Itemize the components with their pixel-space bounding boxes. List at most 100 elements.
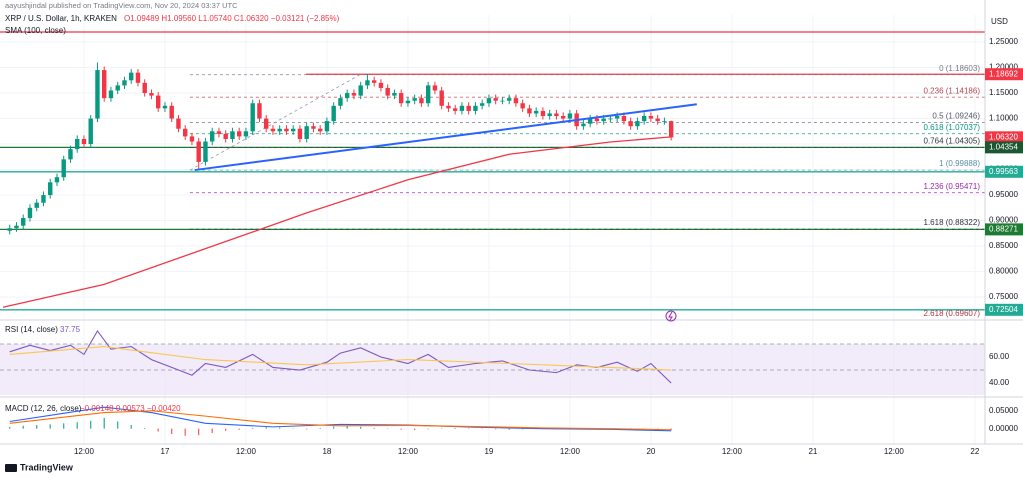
currency: USD	[991, 17, 1008, 26]
histogram-bar	[63, 423, 65, 429]
candle-body	[48, 182, 53, 196]
symbol: XRP / U.S. Dollar, 1h, KRAKEN	[5, 14, 117, 23]
histogram-bar	[508, 428, 510, 430]
fib-label: 0.764 (1.04305)	[924, 137, 981, 146]
x-tick-label: 21	[808, 447, 817, 456]
fib-label: 1.236 (0.95471)	[924, 182, 981, 191]
y-tick-label: 0.95000	[989, 190, 1018, 199]
y-tick-label: 1.15000	[989, 88, 1018, 97]
histogram-bar	[373, 427, 375, 429]
y-tick-label: 40.00	[989, 378, 1010, 387]
macd-pane	[9, 406, 672, 436]
candle-body	[398, 93, 404, 104]
indicator-line	[9, 406, 672, 432]
histogram-bar	[76, 422, 78, 429]
candle-body	[257, 103, 262, 119]
histogram-bar	[9, 426, 11, 429]
candle-body	[176, 118, 181, 129]
candle-body	[648, 116, 654, 119]
candle-body	[162, 105, 168, 109]
candle-body	[500, 100, 505, 102]
candle-body	[527, 108, 532, 114]
candle-body	[169, 105, 174, 119]
candle-body	[216, 131, 222, 134]
candle-body	[324, 121, 330, 132]
candle-body	[250, 103, 255, 132]
price-pane	[0, 31, 985, 311]
candle-body	[608, 118, 613, 120]
x-tick-label: 22	[970, 447, 979, 456]
fib-label: 1 (0.99888)	[939, 159, 980, 168]
price-label: 1.04354	[989, 142, 1018, 151]
histogram-bar	[90, 420, 92, 429]
candle-body	[331, 105, 336, 122]
y-tick-label: 0.85000	[989, 241, 1018, 250]
candle-body	[641, 116, 647, 122]
candle-body	[338, 98, 343, 106]
x-tick-label: 12:00	[560, 447, 581, 456]
candle-body	[122, 80, 127, 86]
fib-label: 0 (1.18603)	[939, 64, 980, 73]
event-icon[interactable]	[665, 310, 677, 322]
candle-body	[601, 118, 606, 122]
candle-body	[156, 95, 161, 109]
candle-body	[547, 113, 552, 116]
candle-body	[567, 113, 573, 119]
candle-body	[594, 118, 600, 122]
histogram-bar	[157, 428, 159, 432]
candle-body	[520, 103, 525, 109]
histogram-bar	[319, 427, 321, 429]
histogram-bar	[333, 426, 335, 429]
candle-body	[95, 70, 100, 119]
candle-body	[446, 105, 451, 109]
candle-body	[284, 128, 289, 132]
candle-body	[290, 128, 296, 132]
y-tick-label: 60.00	[989, 352, 1010, 361]
rsi-legend: RSI (14, close)	[5, 325, 58, 334]
histogram-bar	[279, 427, 281, 429]
candle-body	[183, 128, 188, 137]
candle-body	[533, 110, 539, 114]
rsi-readout: 37.75	[60, 325, 81, 334]
candle-body	[61, 159, 66, 178]
candle-body	[68, 149, 73, 160]
candle-body	[587, 118, 593, 124]
candle-body	[554, 113, 559, 116]
brand: TradingView	[20, 462, 74, 472]
histogram-bar	[171, 428, 173, 435]
sma-legend: SMA (100, close)	[5, 26, 66, 35]
ohlc: O1.09489 H1.09560 L1.05740 C1.06320 −0.0…	[124, 14, 340, 23]
candle-body	[473, 105, 478, 111]
fib-label: 1.618 (0.88322)	[924, 218, 981, 227]
indicator-line	[9, 329, 672, 384]
price-label: 0.99563	[989, 167, 1018, 176]
candle-body	[263, 118, 269, 129]
histogram-bar	[36, 425, 38, 429]
candle-body	[243, 131, 249, 137]
price-label-box	[985, 131, 1023, 144]
x-tick-label: 18	[322, 447, 331, 456]
candle-body	[479, 103, 485, 106]
candle-body	[614, 116, 620, 119]
x-tick-label: 12:00	[398, 447, 419, 456]
candle-body	[392, 93, 397, 96]
candle-body	[662, 121, 667, 122]
candle-body	[189, 136, 195, 142]
candle-body	[88, 118, 93, 145]
candle-body	[297, 128, 303, 139]
y-tick-label: 0.75000	[989, 292, 1018, 301]
y-tick-label: 0.80000	[989, 267, 1018, 276]
histogram-bar	[346, 425, 348, 429]
candle-body	[41, 195, 46, 203]
candle-body	[344, 93, 350, 99]
candle-body	[635, 121, 640, 127]
candle-body	[149, 93, 154, 96]
y-tick-label: 0.90000	[989, 216, 1018, 225]
candle-body	[223, 133, 228, 139]
histogram-bar	[144, 427, 146, 429]
x-tick-label: 12:00	[722, 447, 743, 456]
candle-body	[135, 72, 141, 83]
histogram-bar	[130, 425, 132, 429]
x-tick-label: 12:00	[884, 447, 905, 456]
